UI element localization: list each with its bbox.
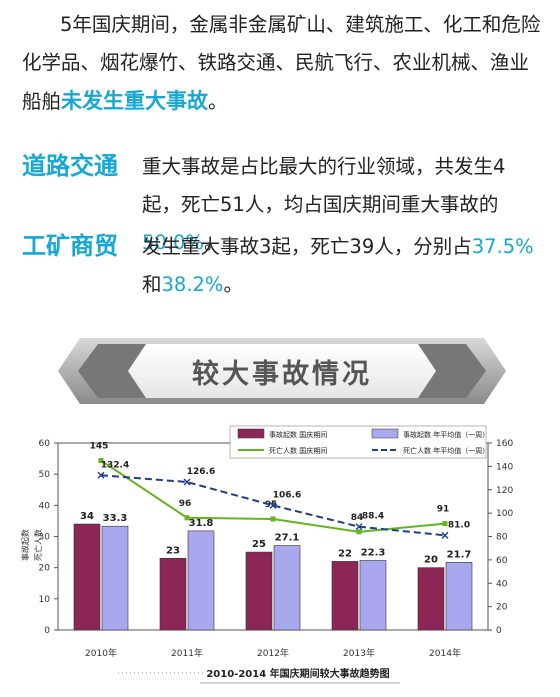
period-deaths-marker [98,458,104,464]
industry-text-b: 和 [142,273,162,296]
avg-deaths-line [100,474,446,537]
legend-label: 死亡人数 国庆期间 [269,446,327,455]
intro-paragraph: 5年国庆期间，金属非金属矿山、建筑施工、化工和危险化学品、烟花爆竹、铁路交通、民… [22,6,542,121]
left-tick-label: 40 [39,501,51,511]
industry-pct1: 37.5% [471,235,534,258]
period-deaths-label: 91 [437,505,450,515]
x-tick-label: 2010年 [85,647,117,659]
x-tick-label: 2011年 [171,647,203,659]
period-deaths-label: 95 [265,500,278,510]
bar-value-label: 27.1 [275,533,300,544]
industry-text-a: 发生重大事故3起，死亡39人，分别占 [142,235,472,258]
industry-text: 发生重大事故3起，死亡39人，分别占37.5%和38.2%。 [142,228,542,304]
legend-box [229,425,487,459]
chart-title: 2010-2014 年国庆期间较大事故趋势图 [206,667,389,680]
right-tick-label: 60 [496,556,508,566]
bar [331,561,359,631]
right-tick-label: 140 [496,462,513,472]
avg-deaths-marker [355,523,363,531]
bar-value-label: 33.3 [103,513,128,524]
bar-value-label: 22.3 [361,547,386,558]
road-text-b: 。 [203,231,224,254]
bar [445,562,473,631]
bar-value-label: 20 [424,555,438,566]
legend-label: 事故起数 年平均值（一周） [403,430,489,439]
road-pct: 50.0% [142,231,204,254]
bar [245,551,273,631]
avg-deaths-marker [269,501,277,509]
right-tick-label: 120 [496,486,513,496]
bar [101,525,129,631]
bar-value-label: 31.8 [189,518,214,529]
banner-title: 较大事故情况 [192,358,372,390]
right-tick-label: 20 [496,603,508,613]
intro-text: 5年国庆期间，金属非金属矿山、建筑施工、化工和危险化学品、烟花爆竹、铁路交通、民… [22,13,541,113]
period-deaths-marker [442,521,448,527]
y-axis-label-left: 事故起数 [20,529,30,561]
industry-tag: 工矿商贸 [22,232,118,260]
industry-text-c: 。 [223,273,243,296]
right-tick-label: 80 [496,533,508,543]
x-tick-label: 2012年 [257,647,289,659]
bar [159,558,187,631]
bar-value-label: 21.7 [447,549,472,560]
period-deaths-marker [270,516,276,522]
period-deaths-marker [356,529,362,535]
avg-deaths-label: 81.0 [448,520,470,530]
avg-deaths-label: 126.6 [187,467,215,477]
period-deaths-marker [184,515,190,521]
left-tick-label: 30 [39,533,51,543]
avg-deaths-label: 132.4 [101,460,129,470]
road-text-a: 重大事故是占比最大的行业领域，共发生4起，死亡51人，均占国庆期间重大事故的 [142,155,506,216]
intro-emphasis: 未发生重大事故 [61,89,209,113]
right-tick-label: 100 [496,509,513,519]
bar-value-label: 25 [252,539,266,550]
y-axis-label-right: 死亡人数 [33,529,43,561]
industry-pct2: 38.2% [161,273,224,296]
avg-deaths-marker [441,531,449,539]
intro-tail: 。 [208,90,228,113]
legend-label: 事故起数 国庆期间 [269,430,327,439]
right-tick-label: 40 [496,579,508,589]
right-tick-label: 160 [496,439,513,449]
left-tick-label: 0 [44,626,50,636]
section-banner [58,338,506,404]
left-tick-label: 10 [39,595,51,605]
left-tick-label: 20 [39,564,51,574]
avg-deaths-marker [183,478,191,486]
period-deaths-label: 145 [90,442,109,452]
left-tick-label: 60 [39,439,51,449]
bar [187,530,215,631]
legend-label: 死亡人数 年平均值（一周） [403,446,489,455]
road-traffic-text: 重大事故是占比最大的行业领域，共发生4起，死亡51人，均占国庆期间重大事故的 50… [142,148,542,262]
bar-value-label: 23 [166,545,180,556]
x-tick-label: 2014年 [429,647,461,659]
avg-deaths-label: 88.4 [362,512,384,522]
bar-value-label: 22 [338,548,352,559]
bar [417,567,445,631]
road-traffic-tag: 道路交通 [22,152,118,180]
bar-value-label: 34 [80,511,94,522]
avg-deaths-label: 106.6 [273,490,301,500]
x-tick-label: 2013年 [343,647,375,659]
period-deaths-label: 96 [179,499,192,509]
right-tick-label: 0 [496,626,502,636]
legend-swatch [371,428,399,439]
left-tick-label: 50 [39,470,51,480]
period-deaths-label: 84 [351,513,364,523]
avg-deaths-marker [97,471,105,479]
bar [273,545,301,631]
bar [359,560,387,631]
bar [73,523,101,631]
legend-swatch [237,428,265,439]
